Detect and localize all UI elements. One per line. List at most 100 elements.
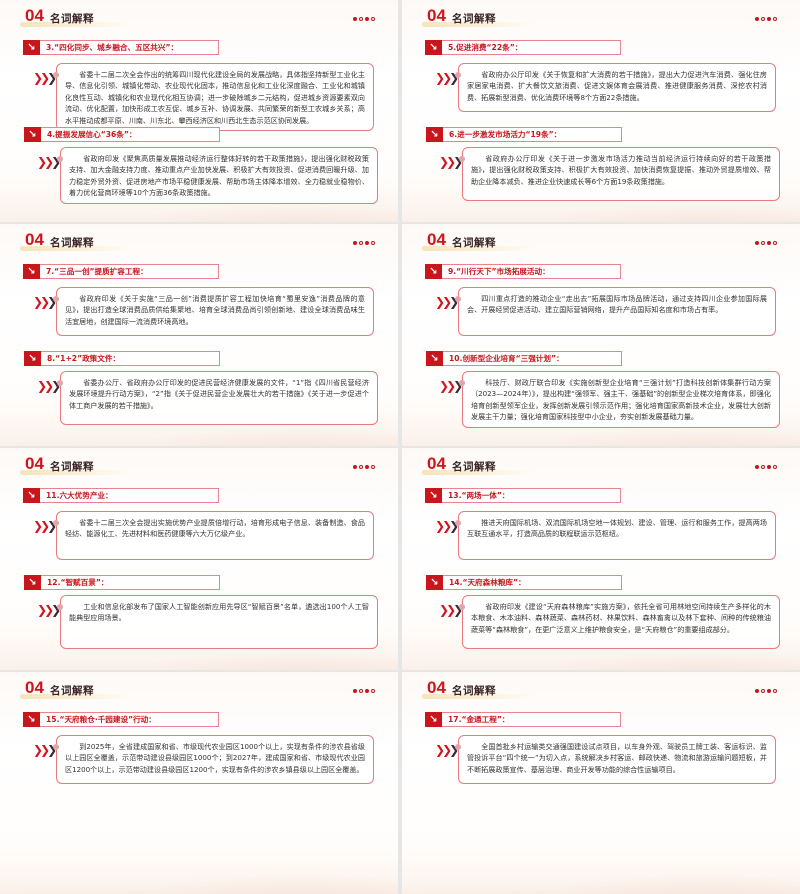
- section-number: 04: [427, 678, 446, 697]
- slide[interactable]: 04 名词解释 ↘ 17.“金通工程”： ❯❯❯ 全国首批乡村运输类交通强国建设试点项目，…: [402, 672, 800, 894]
- slide[interactable]: 04 名词解释 ↘ 13.“两场一体”： ❯❯❯ 推进天府国际机场、双流国际机场空地一体规…: [402, 448, 800, 670]
- section-header: ↘ 11.六大优势产业：: [23, 488, 219, 503]
- pagination-dot[interactable]: [365, 17, 369, 21]
- triple-chevron-icon: ❯❯❯: [439, 379, 463, 393]
- section-body-text: 省政府办公厅印发《关于进一步激发市场活力推动当前经济运行持续向好的若干政策措施》…: [471, 154, 771, 186]
- section-title: 9.“川行天下”市场拓展活动：: [448, 267, 550, 276]
- section-header: ↘ 10.创新型企业培育“三强计划”：: [426, 351, 622, 366]
- pagination-dot[interactable]: [767, 241, 771, 245]
- pagination-dot[interactable]: [365, 465, 369, 469]
- pagination-dot[interactable]: [767, 465, 771, 469]
- section-content-box: 省政府印发《建设“天府森林粮库”实施方案》，依托全省可用林地空间持续生产多样化的…: [459, 595, 780, 649]
- slide[interactable]: 04 名词解释 ↘ 15.“天府粮仓·千园建设”行动： ❯❯❯ 到2025年，全省建成国家…: [0, 672, 398, 894]
- slide[interactable]: 04 名词解释 ↘ 11.六大优势产业： ❯❯❯ 省委十二届三次全会提出实施优势产业提质倍…: [0, 448, 398, 670]
- arrow-down-right-icon: ↘: [24, 575, 41, 590]
- pagination-dot[interactable]: [359, 465, 363, 469]
- pagination-dot[interactable]: [773, 689, 777, 693]
- pagination-dot[interactable]: [755, 465, 759, 469]
- triple-chevron-icon: ❯❯❯: [435, 71, 459, 85]
- pagination-dot[interactable]: [755, 689, 759, 693]
- section-title: 3.“四化同步、城乡融合、五区共兴”：: [46, 43, 179, 52]
- section-content-box: 工业和信息化部发布了国家人工智能创新应用先导区“智赋百景”名单，遴选出100个人…: [57, 595, 378, 649]
- slide[interactable]: 04 名词解释 ↘ 9.“川行天下”市场拓展活动： ❯❯❯ 四川重点打造的推动企业“走出去…: [402, 224, 800, 446]
- bullet-dot-icon: [53, 72, 59, 78]
- triple-chevron-icon: ❯❯❯: [435, 295, 459, 309]
- pagination-dot[interactable]: [755, 17, 759, 21]
- pagination-dot[interactable]: [773, 17, 777, 21]
- triple-chevron-icon: ❯❯❯: [37, 603, 61, 617]
- pagination-dot[interactable]: [353, 17, 357, 21]
- pagination-dots: [755, 689, 777, 693]
- pagination-dot[interactable]: [359, 241, 363, 245]
- section-content-box: 省委十二届二次全会作出的统筹四川现代化建设全局的发展战略，具体指坚持新型工业化主…: [53, 63, 374, 132]
- pagination-dot[interactable]: [761, 17, 765, 21]
- pagination-dot[interactable]: [767, 689, 771, 693]
- section-body-text: 全国首批乡村运输类交通强国建设试点项目，以车身外观、驾驶员工牌工装、客运标识、监…: [467, 742, 767, 774]
- pagination-dots: [755, 241, 777, 245]
- section-content-box: 省委十二届三次全会提出实施优势产业提质倍增行动，培育形成电子信息、装备制造、食品…: [53, 511, 374, 560]
- bullet-dot-icon: [455, 296, 461, 302]
- header-underline: [20, 694, 130, 699]
- pagination-dot[interactable]: [371, 241, 375, 245]
- section-content-box: 到2025年，全省建成国家和省、市级现代农业园区1000个以上，实现有条件的涉农…: [53, 735, 374, 784]
- pagination-dots: [755, 465, 777, 469]
- page-title: 名词解释: [452, 13, 496, 25]
- section-header: ↘ 9.“川行天下”市场拓展活动：: [425, 264, 621, 279]
- pagination-dot[interactable]: [767, 17, 771, 21]
- bullet-dot-icon: [53, 296, 59, 302]
- page-title: 名词解释: [50, 685, 94, 697]
- section-number: 04: [25, 678, 44, 697]
- arrow-down-right-icon: ↘: [426, 127, 443, 142]
- section-header: ↘ 6.进一步激发市场活力“19条”：: [426, 127, 622, 142]
- pagination-dot[interactable]: [761, 465, 765, 469]
- section-title: 10.创新型企业培育“三强计划”：: [449, 354, 564, 363]
- triple-chevron-icon: ❯❯❯: [439, 155, 463, 169]
- arrow-down-right-icon: ↘: [425, 40, 442, 55]
- pagination-dot[interactable]: [755, 241, 759, 245]
- pagination-dot[interactable]: [371, 689, 375, 693]
- pagination-dot[interactable]: [353, 689, 357, 693]
- bullet-dot-icon: [459, 604, 465, 610]
- section-number: 04: [25, 230, 44, 249]
- triple-chevron-icon: ❯❯❯: [33, 295, 57, 309]
- section-header: ↘ 14.“天府森林粮库”：: [426, 575, 622, 590]
- page-title: 名词解释: [50, 13, 94, 25]
- pagination-dot[interactable]: [353, 241, 357, 245]
- pagination-dot[interactable]: [365, 241, 369, 245]
- slide[interactable]: 04 名词解释 ↘ 3.“四化同步、城乡融合、五区共兴”： ❯❯❯ 省委十二届二次全会作出…: [0, 0, 398, 222]
- section-content-box: 省政府办公厅印发《关于进一步激发市场活力推动当前经济运行持续向好的若干政策措施》…: [459, 147, 780, 201]
- section-number: 04: [427, 6, 446, 25]
- slide[interactable]: 04 名词解释 ↘ 7.“三品一创”提质扩容工程： ❯❯❯ 省政府印发《关于实施“三品一创…: [0, 224, 398, 446]
- pagination-dot[interactable]: [773, 465, 777, 469]
- section-body-text: 省委十二届三次全会提出实施优势产业提质倍增行动，培育形成电子信息、装备制造、食品…: [65, 518, 365, 539]
- arrow-down-right-icon: ↘: [23, 40, 40, 55]
- pagination-dot[interactable]: [359, 689, 363, 693]
- pagination-dots: [353, 17, 375, 21]
- section-body-text: 省政府办公厅印发《关于恢复和扩大消费的若干措施》，提出大力促进汽车消费、强化住房…: [467, 70, 767, 102]
- section-content-box: 省政府印发《关于实施“三品一创”消费提质扩容工程加快培育“蜀里安逸”消费品牌的意…: [53, 287, 374, 336]
- triple-chevron-icon: ❯❯❯: [435, 743, 459, 757]
- pagination-dot[interactable]: [761, 689, 765, 693]
- section-header: ↘ 5.促进消费“22条”：: [425, 40, 621, 55]
- section-body-text: 推进天府国际机场、双流国际机场空地一体规划、建设、管理、运行和服务工作，提高两场…: [467, 518, 767, 539]
- arrow-down-right-icon: ↘: [24, 351, 41, 366]
- bullet-dot-icon: [57, 380, 63, 386]
- bullet-dot-icon: [53, 520, 59, 526]
- section-content-box: 省政府办公厅印发《关于恢复和扩大消费的若干措施》，提出大力促进汽车消费、强化住房…: [455, 63, 776, 112]
- header-underline: [422, 22, 532, 27]
- section-title: 11.六大优势产业：: [46, 491, 113, 500]
- arrow-down-right-icon: ↘: [23, 488, 40, 503]
- section-number: 04: [427, 454, 446, 473]
- pagination-dot[interactable]: [773, 241, 777, 245]
- pagination-dot[interactable]: [365, 689, 369, 693]
- pagination-dot[interactable]: [761, 241, 765, 245]
- pagination-dot[interactable]: [353, 465, 357, 469]
- section-content-box: 推进天府国际机场、双流国际机场空地一体规划、建设、管理、运行和服务工作，提高两场…: [455, 511, 776, 560]
- pagination-dot[interactable]: [359, 17, 363, 21]
- section-body-text: 科技厅、财政厅联合印发《实施创新型企业培育“三强计划”打造科技创新体集群行动方案…: [471, 378, 771, 422]
- bullet-dot-icon: [455, 72, 461, 78]
- slide[interactable]: 04 名词解释 ↘ 5.促进消费“22条”： ❯❯❯ 省政府办公厅印发《关于恢复和扩大消费…: [402, 0, 800, 222]
- pagination-dot[interactable]: [371, 17, 375, 21]
- section-content-box: 全国首批乡村运输类交通强国建设试点项目，以车身外观、驾驶员工牌工装、客运标识、监…: [455, 735, 776, 784]
- pagination-dot[interactable]: [371, 465, 375, 469]
